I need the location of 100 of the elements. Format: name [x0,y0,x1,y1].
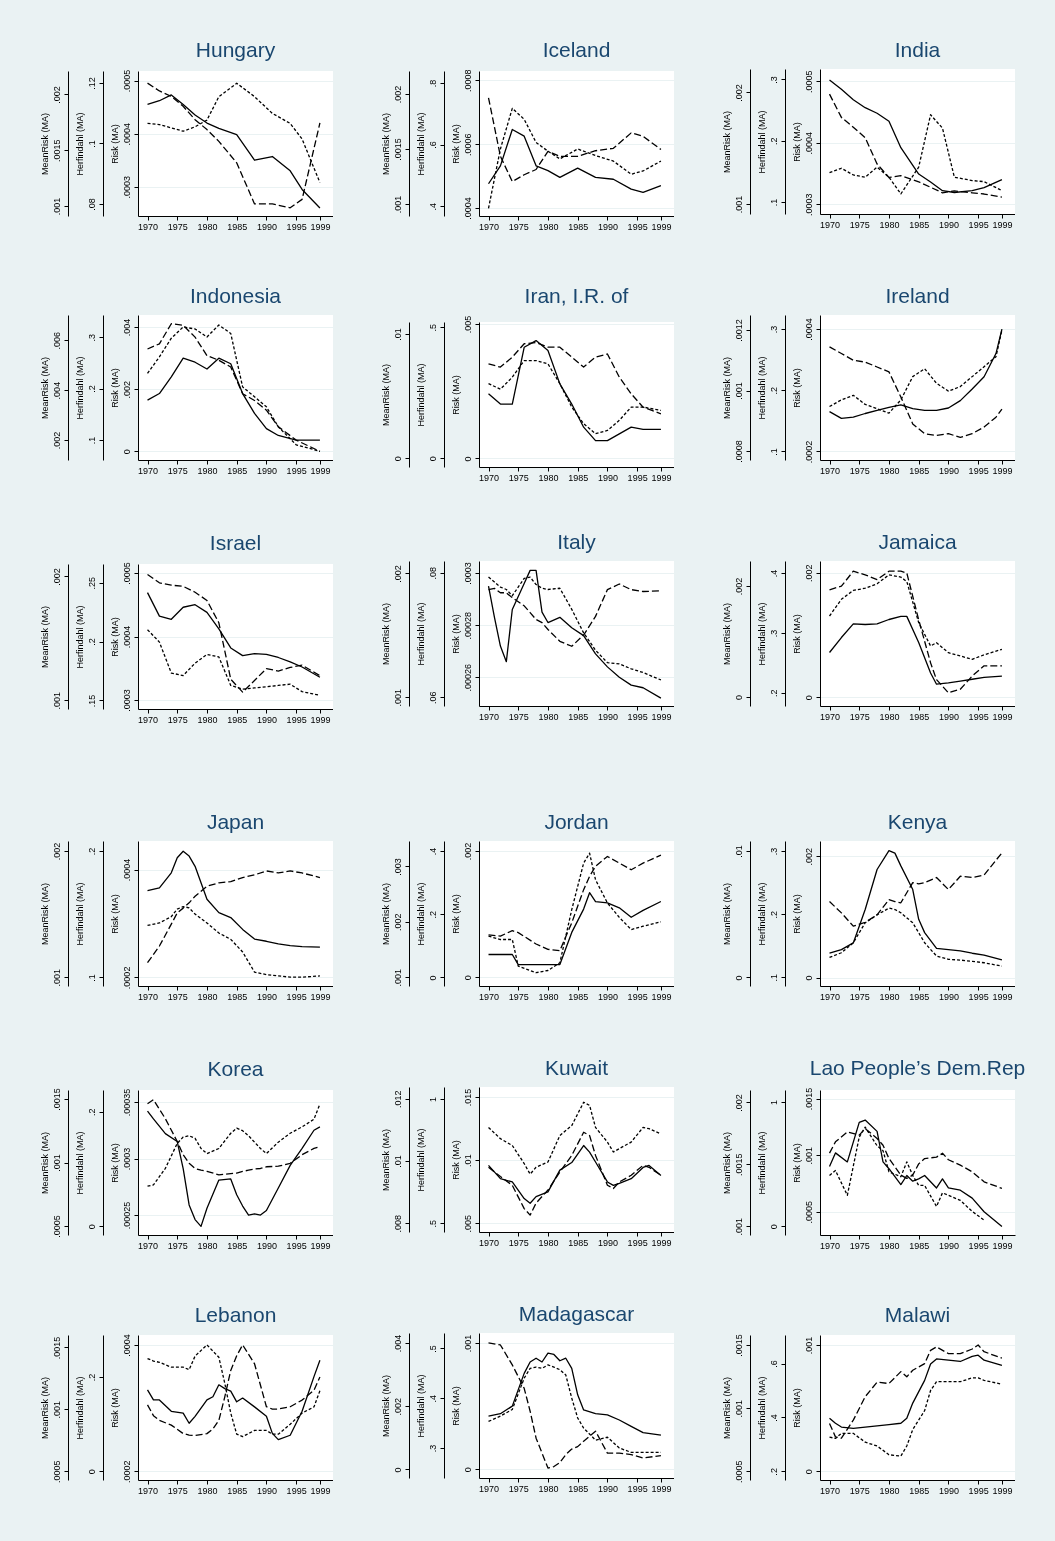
y3-tick-label: .002 [392,85,403,104]
y2-axis-title: Herfindahl (MA) [756,882,767,946]
y2-tick-label: .2 [768,910,779,919]
y3-tick-label: 0 [733,975,744,981]
y3-axis-title: MeanRisk (MA) [721,110,732,174]
y3-tick-label: .012 [392,1090,403,1109]
chart-title: Kuwait [544,1056,609,1079]
x-tick-label: 1980 [197,221,218,232]
y3-tick-label: .001 [392,195,403,214]
y3-axis-title: MeanRisk (MA) [721,1376,732,1440]
y2-tick-label: 0 [427,975,438,981]
x-tick-label: 1980 [538,472,559,483]
y2-tick-label: .08 [427,567,438,580]
y3-tick-label: .0012 [733,319,744,342]
y2-tick-label: .2 [86,385,97,393]
chart-title: Iceland [542,38,611,61]
x-tick-label: 1970 [820,991,841,1002]
y3-tick-label: .002 [733,84,744,102]
y2-axis-title: Herfindahl (MA) [74,1131,85,1195]
x-tick-label: 1999 [651,991,672,1002]
x-tick-label: 1999 [651,472,672,483]
y2-tick-label: .15 [86,694,97,708]
x-tick-label: 1999 [651,221,672,232]
x-tick-label: 1980 [879,711,900,722]
y2-tick-label: .6 [427,141,438,149]
x-tick-label: 1980 [879,991,900,1002]
x-tick-label: 1990 [256,465,277,476]
x-tick-label: 1975 [849,1485,870,1496]
y-tick-label: 0 [803,975,814,981]
x-tick-label: 1995 [627,991,648,1002]
x-tick-label: 1970 [820,465,841,476]
x-tick-label: 1980 [879,219,900,230]
y-tick-label: 0 [803,695,814,701]
x-tick-label: 1985 [909,1485,930,1496]
y3-axis-title: MeanRisk (MA) [721,356,732,420]
x-tick-label: 1990 [597,221,618,232]
y2-axis-title: Herfindahl (MA) [415,1374,426,1438]
x-tick-label: 1985 [227,991,248,1002]
y-tick-label: .00028 [462,611,473,640]
chart-title: Lebanon [194,1302,277,1326]
y-tick-label: 0 [121,449,132,455]
x-tick-label: 1970 [138,1485,159,1496]
y-axis-title: Risk (MA) [109,1388,120,1428]
x-tick-label: 1980 [538,1237,559,1248]
x-tick-label: 1985 [227,221,248,232]
chart-title: Italy [557,530,597,553]
x-tick-label: 1970 [479,991,500,1002]
y2-axis-title: Herfindahl (MA) [74,605,85,669]
y2-tick-label: .4 [768,1414,779,1422]
x-tick-label: 1980 [538,711,559,722]
y3-tick-label: .002 [51,568,62,586]
y3-axis-title: MeanRisk (MA) [721,882,732,946]
y3-axis-title: MeanRisk (MA) [380,1374,391,1438]
x-tick-label: 1985 [227,1240,248,1251]
x-tick-label: 1980 [197,1485,218,1496]
x-tick-label: 1975 [508,221,529,232]
y-tick-label: .0004 [121,858,132,882]
y-axis-title: Risk (MA) [791,122,802,162]
x-tick-label: 1990 [938,465,959,476]
y3-axis-title: MeanRisk (MA) [39,1131,50,1195]
x-tick-label: 1999 [310,221,331,232]
x-tick-label: 1970 [138,991,159,1002]
y-axis-title: Risk (MA) [450,124,461,164]
y3-tick-label: .001 [51,1154,62,1172]
y3-tick-label: .008 [392,1215,403,1233]
x-tick-label: 1975 [508,472,529,483]
y2-axis-title: Herfindahl (MA) [756,1131,767,1195]
y-tick-label: .004 [121,318,132,337]
x-tick-label: 1999 [651,1237,672,1248]
x-tick-label: 1995 [627,1483,648,1494]
y2-axis-title: Herfindahl (MA) [415,363,426,427]
y-axis-title: Risk (MA) [791,614,802,654]
x-tick-label: 1995 [968,991,989,1002]
x-tick-label: 1980 [879,1240,900,1251]
y2-tick-label: .4 [427,202,438,211]
x-tick-label: 1999 [310,991,331,1002]
x-tick-label: 1990 [256,991,277,1002]
x-tick-label: 1995 [968,1240,989,1251]
y-axis-title: Risk (MA) [450,1386,461,1426]
y3-axis-title: MeanRisk (MA) [39,882,50,946]
x-tick-label: 1985 [568,472,589,483]
y-tick-label: .002 [803,847,814,866]
y2-tick-label: .5 [427,1345,438,1353]
y2-tick-label: .2 [768,387,779,395]
x-tick-label: 1985 [909,465,930,476]
y2-axis-title: Herfindahl (MA) [756,1376,767,1440]
y3-tick-label: .0015 [51,1336,62,1360]
y2-tick-label: .2 [86,638,97,646]
y3-tick-label: .002 [733,1094,744,1112]
y3-tick-label: .002 [51,86,62,104]
y2-tick-label: 0 [86,1469,97,1475]
y3-axis-title: MeanRisk (MA) [721,1131,732,1195]
y-axis-title: Risk (MA) [450,375,461,415]
x-tick-label: 1999 [992,1240,1013,1251]
y2-tick-label: .25 [86,577,97,590]
y3-axis-title: MeanRisk (MA) [39,605,50,669]
x-tick-label: 1985 [568,991,589,1002]
y-tick-label: .0003 [462,562,473,585]
y2-tick-label: 0 [86,1224,97,1230]
x-tick-label: 1990 [597,711,618,722]
